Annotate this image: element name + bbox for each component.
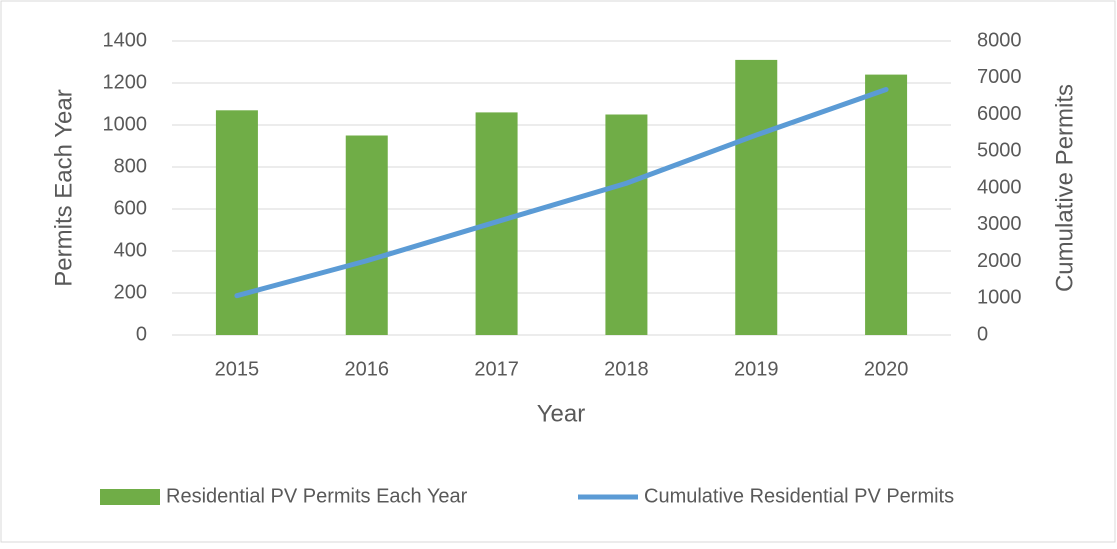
y-tick-label: 800 — [114, 155, 147, 177]
y-tick-label: 1000 — [103, 113, 148, 135]
y-tick-label: 0 — [136, 323, 147, 345]
y-tick-label: 600 — [114, 197, 147, 219]
y2-tick-label: 6000 — [977, 103, 1022, 125]
x-tick-label: 2015 — [215, 358, 260, 380]
bar — [865, 74, 908, 335]
y2-tick-label: 4000 — [977, 176, 1022, 198]
legend-swatch — [100, 489, 160, 505]
legend-label: Residential PV Permits Each Year — [166, 485, 468, 507]
x-tick-label: 2017 — [474, 358, 519, 380]
y2-tick-label: 7000 — [977, 66, 1022, 88]
legend-label: Cumulative Residential PV Permits — [644, 485, 954, 507]
bar — [215, 110, 258, 335]
y-tick-label: 200 — [114, 281, 147, 303]
bar — [605, 114, 648, 335]
y2-tick-label: 2000 — [977, 250, 1022, 272]
y-tick-label: 400 — [114, 239, 147, 261]
x-tick-label: 2018 — [604, 358, 649, 380]
x-tick-label: 2019 — [734, 358, 779, 380]
line — [234, 87, 889, 299]
bar — [735, 59, 778, 336]
y-tick-label: 1400 — [103, 29, 148, 51]
x-tick-label: 2020 — [864, 358, 909, 380]
y2-axis-label: Cumulative Permits — [1051, 84, 1078, 292]
y2-tick-label: 1000 — [977, 287, 1022, 309]
x-tick-label: 2016 — [345, 358, 390, 380]
y2-tick-label: 8000 — [977, 29, 1022, 51]
y2-tick-label: 0 — [977, 323, 988, 345]
y2-tick-label: 5000 — [977, 140, 1022, 162]
y-tick-label: 1200 — [103, 71, 148, 93]
y-axis-label: Permits Each Year — [50, 89, 77, 286]
x-axis-label: Year — [537, 400, 586, 427]
bar — [345, 135, 388, 335]
y2-tick-label: 3000 — [977, 213, 1022, 235]
